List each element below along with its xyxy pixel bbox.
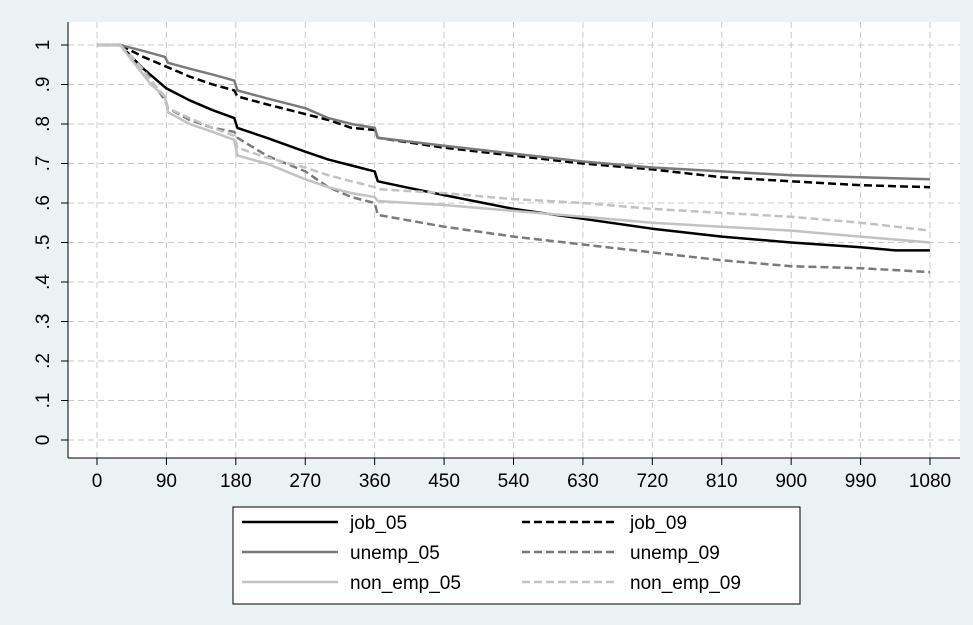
series-line-job-05 <box>97 43 930 252</box>
x-tick-label: 720 <box>636 471 668 492</box>
x-tick-label: 0 <box>92 471 103 492</box>
y-tick-label: .6 <box>33 195 54 211</box>
y-tick-label: .9 <box>33 77 54 93</box>
series-line-job-09 <box>97 43 931 189</box>
y-tick-label: 1 <box>33 40 54 51</box>
axes: 0 .1 .2 .3 .4 .5 .6 .7 .8 .9 1 0 90 180 270 360 450 540 63… <box>33 22 960 492</box>
legend-label-job-05: job_05 <box>349 513 407 534</box>
x-tick-label: 270 <box>289 471 321 492</box>
y-tick-label: 0 <box>33 435 54 446</box>
series-line-unemp-05 <box>97 43 931 181</box>
x-tick-label: 540 <box>498 471 530 492</box>
y-tick-label: .4 <box>33 274 54 290</box>
x-tick-label: 360 <box>359 471 391 492</box>
legend-label-unemp-05: unemp_05 <box>350 543 440 564</box>
y-tick-label: .7 <box>33 156 54 172</box>
legend: job_05 job_09 unemp_05 unemp_09 non_emp_05 no… <box>232 506 801 605</box>
y-tick-label: .8 <box>33 116 54 132</box>
x-tick-label: 1080 <box>909 471 951 492</box>
y-tick-label: .2 <box>33 353 54 369</box>
x-tick-label: 450 <box>428 471 460 492</box>
series-line-non-emp-09 <box>97 43 931 232</box>
y-tick-label: .5 <box>33 235 54 251</box>
series-lines <box>97 43 931 274</box>
legend-label-non-emp-09: non_emp_09 <box>630 573 741 594</box>
legend-label-unemp-09: unemp_09 <box>630 543 720 564</box>
x-tick-label: 900 <box>775 471 807 492</box>
x-tick-label: 630 <box>567 471 599 492</box>
y-tick-label: .3 <box>33 314 54 330</box>
x-tick-label: 90 <box>156 471 177 492</box>
legend-label-job-09: job_09 <box>629 513 687 534</box>
y-tick-label: .1 <box>33 393 54 409</box>
legend-label-non-emp-05: non_emp_05 <box>350 573 461 594</box>
x-tick-label: 180 <box>220 471 252 492</box>
grid-lines <box>68 22 960 458</box>
x-tick-label: 990 <box>845 471 877 492</box>
x-tick-label: 810 <box>706 471 738 492</box>
